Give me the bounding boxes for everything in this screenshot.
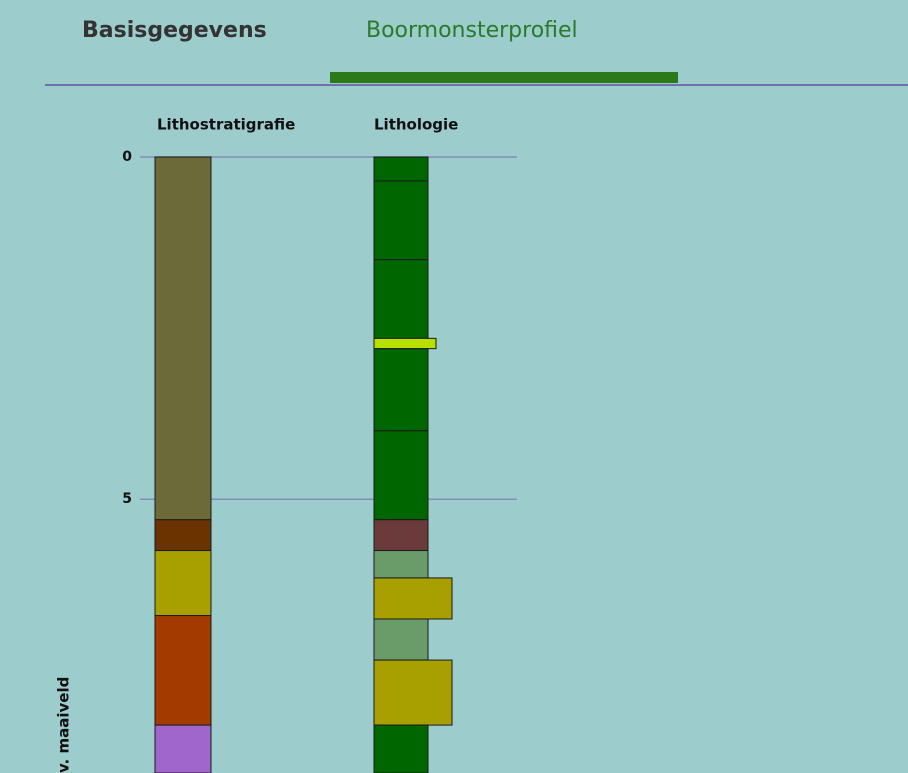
layer xyxy=(373,337,437,350)
layer xyxy=(373,618,429,661)
depth-tick-label: 5 xyxy=(122,491,132,507)
layer xyxy=(373,430,429,521)
layer xyxy=(373,519,429,552)
layer xyxy=(373,577,453,620)
layer xyxy=(373,156,429,182)
layer xyxy=(154,550,212,617)
active-tab-indicator xyxy=(330,72,678,83)
layer xyxy=(154,724,212,773)
depth-tick-label: 0 xyxy=(122,149,132,165)
layer xyxy=(154,519,212,552)
layer xyxy=(373,724,429,773)
column-title: Lithologie xyxy=(374,116,458,134)
layer xyxy=(373,550,429,579)
layer xyxy=(373,659,453,726)
column-title: Lithostratigrafie xyxy=(157,116,295,134)
tab[interactable]: Boormonsterprofiel xyxy=(366,18,578,43)
tab[interactable]: Basisgegevens xyxy=(82,18,267,43)
layer xyxy=(373,180,429,261)
layer xyxy=(373,259,429,339)
axis-label: v. maaiveld xyxy=(55,677,73,773)
layer xyxy=(373,348,429,432)
layer xyxy=(154,615,212,726)
layer xyxy=(154,156,212,521)
